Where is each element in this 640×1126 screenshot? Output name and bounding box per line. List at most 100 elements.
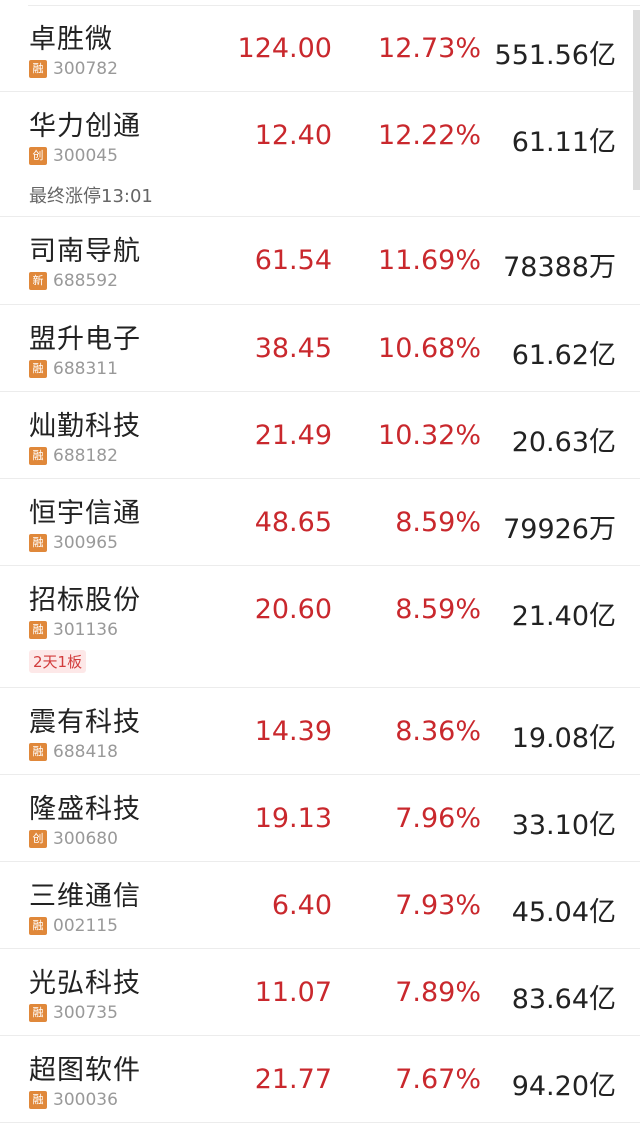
stock-code: 300735 xyxy=(53,1003,118,1023)
stock-code: 300965 xyxy=(53,533,118,553)
stock-row[interactable]: 灿勤科技 融 688182 21.49 10.32% 20.63亿 xyxy=(0,392,640,479)
stock-name: 恒宇信通 xyxy=(29,498,141,529)
stock-row[interactable]: 隆盛科技 创 300680 19.13 7.96% 33.10亿 xyxy=(0,775,640,862)
market-badge: 融 xyxy=(29,360,47,378)
stock-name: 光弘科技 xyxy=(29,968,141,999)
stock-meta: 创 300680 xyxy=(29,829,118,849)
market-cap: 21.40亿 xyxy=(511,601,616,632)
stock-name: 华力创通 xyxy=(29,111,141,142)
market-badge: 融 xyxy=(29,60,47,78)
market-badge: 创 xyxy=(29,830,47,848)
stock-name: 盟升电子 xyxy=(29,324,141,355)
market-badge: 融 xyxy=(29,743,47,761)
stock-code: 300045 xyxy=(53,146,118,166)
stock-change: 11.69% xyxy=(378,245,481,276)
stock-code: 688182 xyxy=(53,446,118,466)
market-cap: 45.04亿 xyxy=(511,897,616,928)
stock-price: 124.00 xyxy=(237,33,332,64)
market-cap: 19.08亿 xyxy=(511,723,616,754)
market-badge: 融 xyxy=(29,917,47,935)
stock-price: 21.49 xyxy=(254,420,332,451)
stock-name: 司南导航 xyxy=(29,236,141,267)
stock-name: 震有科技 xyxy=(29,707,141,738)
stock-price: 20.60 xyxy=(254,594,332,625)
stock-code: 301136 xyxy=(53,620,118,640)
stock-price: 21.77 xyxy=(254,1064,332,1095)
stock-meta: 融 688418 xyxy=(29,742,118,762)
stock-code: 300782 xyxy=(53,59,118,79)
stock-code: 002115 xyxy=(53,916,118,936)
stock-price: 38.45 xyxy=(254,333,332,364)
stock-change: 10.32% xyxy=(378,420,481,451)
stock-code: 688418 xyxy=(53,742,118,762)
stock-change: 8.59% xyxy=(395,594,481,625)
stock-name: 卓胜微 xyxy=(29,24,113,55)
market-cap: 33.10亿 xyxy=(511,810,616,841)
stock-price: 6.40 xyxy=(271,890,332,921)
stock-meta: 融 688311 xyxy=(29,359,118,379)
market-cap: 79926万 xyxy=(503,514,616,545)
market-cap: 20.63亿 xyxy=(511,427,616,458)
stock-change: 12.73% xyxy=(378,33,481,64)
market-badge: 融 xyxy=(29,621,47,639)
stock-price: 14.39 xyxy=(254,716,332,747)
stock-name: 灿勤科技 xyxy=(29,411,141,442)
stock-name: 超图软件 xyxy=(29,1055,141,1086)
stock-price: 61.54 xyxy=(254,245,332,276)
stock-code: 688311 xyxy=(53,359,118,379)
stock-name: 隆盛科技 xyxy=(29,794,141,825)
stock-row[interactable]: 恒宇信通 融 300965 48.65 8.59% 79926万 xyxy=(0,479,640,566)
stock-meta: 融 300965 xyxy=(29,533,118,553)
stock-change: 10.68% xyxy=(378,333,481,364)
market-badge: 新 xyxy=(29,272,47,290)
stock-meta: 新 688592 xyxy=(29,271,118,291)
stock-row[interactable]: 光弘科技 融 300735 11.07 7.89% 83.64亿 xyxy=(0,949,640,1036)
stock-price: 19.13 xyxy=(254,803,332,834)
stock-row[interactable]: 三维通信 融 002115 6.40 7.93% 45.04亿 xyxy=(0,862,640,949)
stock-row[interactable]: 卓胜微 融 300782 124.00 12.73% 551.56亿 xyxy=(0,5,640,92)
market-cap: 78388万 xyxy=(503,252,616,283)
market-cap: 551.56亿 xyxy=(494,40,616,71)
stock-meta: 创 300045 xyxy=(29,146,118,166)
limit-up-note: 最终涨停13:01 xyxy=(29,186,153,207)
stock-price: 48.65 xyxy=(254,507,332,538)
stock-row[interactable]: 震有科技 融 688418 14.39 8.36% 19.08亿 xyxy=(0,688,640,775)
stock-price: 12.40 xyxy=(254,120,332,151)
market-badge: 融 xyxy=(29,1004,47,1022)
market-cap: 61.11亿 xyxy=(511,127,616,158)
stock-meta: 融 002115 xyxy=(29,916,118,936)
stock-code: 300036 xyxy=(53,1090,118,1110)
stock-meta: 融 688182 xyxy=(29,446,118,466)
stock-meta: 融 300036 xyxy=(29,1090,118,1110)
market-cap: 94.20亿 xyxy=(511,1071,616,1102)
stock-code: 300680 xyxy=(53,829,118,849)
stock-change: 12.22% xyxy=(378,120,481,151)
stock-code: 688592 xyxy=(53,271,118,291)
market-cap: 83.64亿 xyxy=(511,984,616,1015)
board-tag: 2天1板 xyxy=(29,650,87,673)
stock-row[interactable]: 超图软件 融 300036 21.77 7.67% 94.20亿 xyxy=(0,1036,640,1123)
stock-change: 8.36% xyxy=(395,716,481,747)
stock-meta: 融 300735 xyxy=(29,1003,118,1023)
stock-row[interactable]: 盟升电子 融 688311 38.45 10.68% 61.62亿 xyxy=(0,305,640,392)
stock-meta: 融 301136 xyxy=(29,620,118,640)
stock-row[interactable]: 招标股份 融 301136 20.60 8.59% 21.40亿 2天1板 xyxy=(0,566,640,688)
stock-change: 7.96% xyxy=(395,803,481,834)
scrollbar[interactable] xyxy=(633,10,640,190)
stock-meta: 融 300782 xyxy=(29,59,118,79)
divider xyxy=(28,5,640,6)
stock-name: 三维通信 xyxy=(29,881,141,912)
stock-change: 7.93% xyxy=(395,890,481,921)
stock-change: 7.67% xyxy=(395,1064,481,1095)
market-badge: 融 xyxy=(29,534,47,552)
stock-row[interactable]: 司南导航 新 688592 61.54 11.69% 78388万 xyxy=(0,217,640,305)
market-cap: 61.62亿 xyxy=(511,340,616,371)
stock-change: 8.59% xyxy=(395,507,481,538)
stock-change: 7.89% xyxy=(395,977,481,1008)
stock-name: 招标股份 xyxy=(29,585,141,616)
stock-price: 11.07 xyxy=(254,977,332,1008)
stock-row[interactable]: 华力创通 创 300045 12.40 12.22% 61.11亿最终涨停13:… xyxy=(0,92,640,217)
market-badge: 融 xyxy=(29,447,47,465)
market-badge: 融 xyxy=(29,1091,47,1109)
market-badge: 创 xyxy=(29,147,47,165)
